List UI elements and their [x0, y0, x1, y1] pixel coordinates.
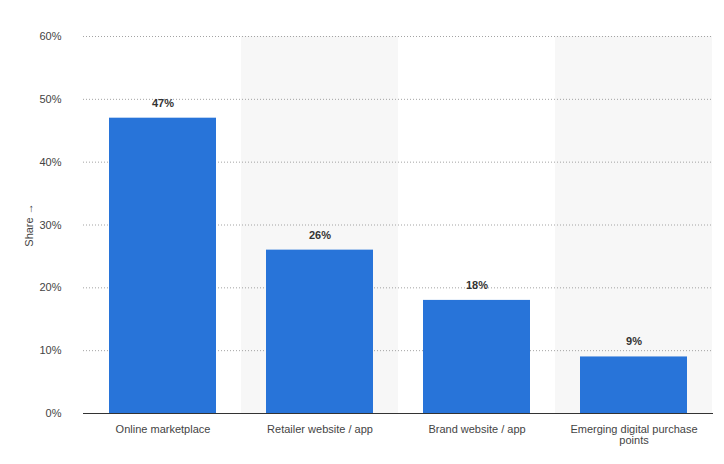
- svg-text:Retailer website / app: Retailer website / app: [267, 423, 373, 435]
- svg-text:Brand website / app: Brand website / app: [428, 423, 525, 435]
- svg-text:47%: 47%: [152, 97, 174, 109]
- svg-text:Emerging digital purchasepoint: Emerging digital purchasepoints: [570, 423, 697, 446]
- svg-text:40%: 40%: [39, 156, 61, 168]
- svg-text:60%: 60%: [39, 30, 61, 42]
- svg-text:26%: 26%: [309, 229, 331, 241]
- svg-text:20%: 20%: [39, 281, 61, 293]
- svg-text:Online marketplace: Online marketplace: [116, 423, 211, 435]
- svg-text:10%: 10%: [39, 344, 61, 356]
- svg-text:0%: 0%: [46, 407, 62, 419]
- svg-text:50%: 50%: [39, 93, 61, 105]
- svg-text:18%: 18%: [466, 279, 488, 291]
- svg-text:9%: 9%: [626, 335, 642, 347]
- svg-text:Share →: Share →: [23, 203, 35, 246]
- svg-text:30%: 30%: [39, 219, 61, 231]
